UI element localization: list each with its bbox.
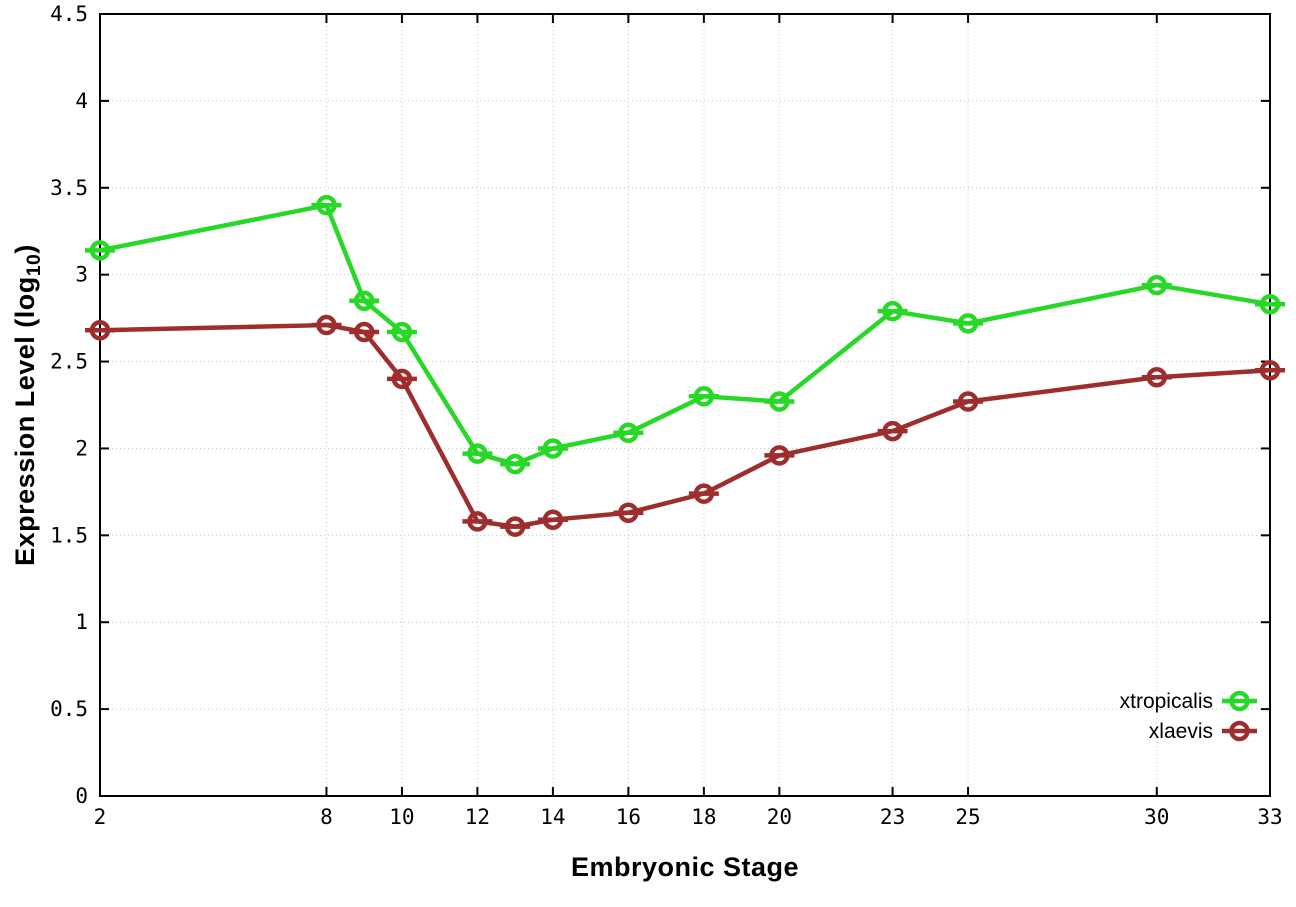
plot-border <box>99 13 1271 797</box>
x-tick-label: 14 <box>540 805 565 829</box>
x-tick-label: 16 <box>616 805 641 829</box>
data-point-xtropicalis <box>618 422 639 444</box>
data-point-xlaevis <box>542 509 564 530</box>
data-point-xlaevis <box>693 483 715 504</box>
data-point-xlaevis <box>882 420 903 442</box>
data-point-xlaevis <box>391 368 413 390</box>
y-tick-label: 2.5 <box>50 350 88 374</box>
data-point-xtropicalis <box>504 453 526 475</box>
data-point-xtropicalis <box>316 194 337 216</box>
y-axis-title-text: Expression Level (log <box>10 276 41 566</box>
y-tick-label: 3 <box>75 263 88 287</box>
legend-entry-xlaevis: xlaevis <box>1149 720 1257 743</box>
data-point-xtropicalis <box>391 321 413 343</box>
data-point-xtropicalis <box>467 443 488 464</box>
data-point-xlaevis <box>618 502 639 523</box>
legend-entry-xtropicalis: xtropicalis <box>1120 690 1257 713</box>
x-tick-label: 18 <box>691 805 716 829</box>
data-point-xlaevis <box>467 511 488 532</box>
x-tick-label: 8 <box>320 805 333 829</box>
legend-label-xtropicalis: xtropicalis <box>1120 690 1213 713</box>
legend-marker-xtropicalis <box>1229 690 1250 712</box>
data-point-xlaevis <box>957 391 979 412</box>
x-tick-label: 2 <box>94 805 107 829</box>
legend-marker-xlaevis <box>1229 720 1250 742</box>
data-point-xtropicalis <box>89 240 111 261</box>
y-tick-label: 4.5 <box>50 2 88 26</box>
x-tick-label: 10 <box>389 805 414 829</box>
y-tick-label: 1.5 <box>50 523 88 547</box>
x-tick-label: 12 <box>465 805 490 829</box>
y-axis-title-subscript: 10 <box>22 253 45 277</box>
y-tick-label: 2 <box>75 436 88 460</box>
data-point-xlaevis <box>1146 366 1168 388</box>
data-point-xtropicalis <box>353 290 375 311</box>
data-point-xtropicalis <box>1146 274 1168 296</box>
series-line-xlaevis <box>97 322 1273 529</box>
data-point-xtropicalis <box>882 300 903 322</box>
data-point-xlaevis <box>769 445 790 466</box>
data-point-xlaevis <box>316 314 337 336</box>
data-point-xlaevis <box>89 320 111 341</box>
data-point-xlaevis <box>504 516 526 537</box>
y-axis-title-suffix: ) <box>10 244 41 254</box>
series-line-xtropicalis <box>97 202 1273 467</box>
x-axis-title: Embryonic Stage <box>570 852 800 882</box>
x-tick-label: 25 <box>955 805 980 829</box>
data-point-xtropicalis <box>957 313 979 334</box>
data-point-xlaevis <box>1259 359 1281 381</box>
data-point-xtropicalis <box>1259 293 1281 315</box>
data-point-xlaevis <box>353 321 375 343</box>
data-point-xtropicalis <box>769 391 790 412</box>
y-tick-label: 4 <box>75 89 88 113</box>
data-point-xtropicalis <box>542 438 564 459</box>
x-tick-label: 20 <box>767 805 792 829</box>
y-tick-label: 3.5 <box>50 176 88 200</box>
x-tick-label: 30 <box>1144 805 1169 829</box>
x-tick-label: 23 <box>880 805 905 829</box>
x-tick-label: 33 <box>1257 805 1282 829</box>
y-tick-label: 0.5 <box>50 697 88 721</box>
legend-label-xlaevis: xlaevis <box>1149 720 1213 743</box>
y-tick-label: 1 <box>75 610 88 634</box>
data-point-xtropicalis <box>693 386 715 407</box>
y-axis-title: Expression Level (log10) <box>10 244 46 566</box>
y-tick-label: 0 <box>75 784 88 808</box>
